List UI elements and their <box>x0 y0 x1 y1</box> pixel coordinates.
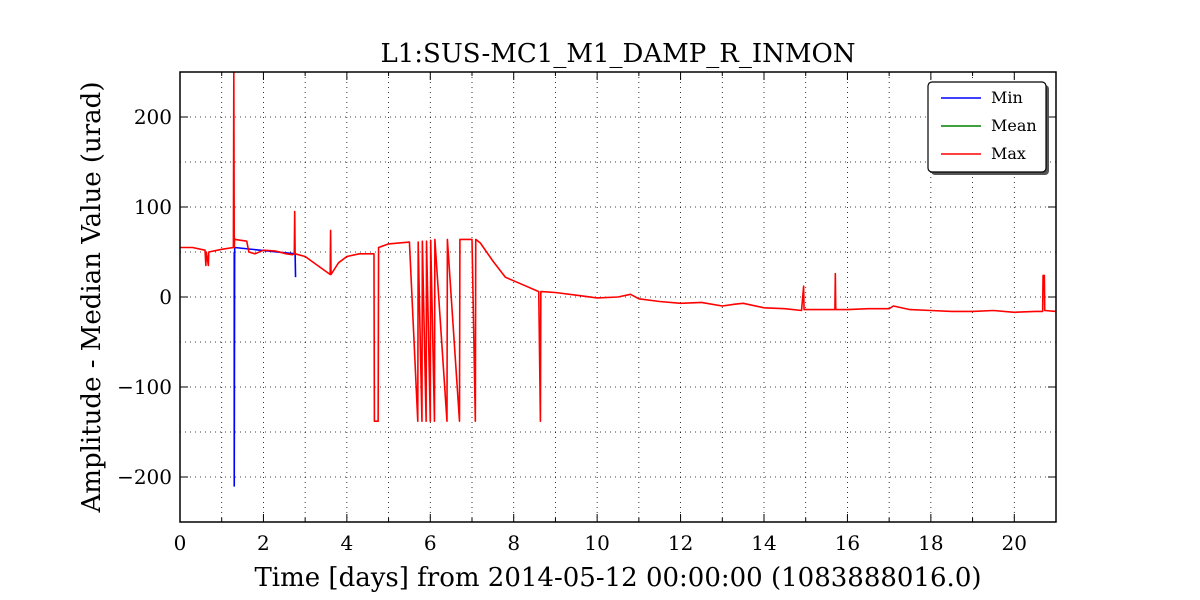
grid <box>180 72 1056 522</box>
x-axis-title: Time [days] from 2014-05-12 00:00:00 (10… <box>254 563 981 593</box>
axis-ticks: 0 2 4 6 8 10 12 14 16 18 20 −200 −100 0 100 200 <box>117 72 1056 555</box>
x-tick-label: 8 <box>507 531 520 555</box>
legend-label-min: Min <box>991 88 1023 107</box>
x-tick-label: 0 <box>174 531 187 555</box>
series-lines <box>180 72 1056 487</box>
x-tick-label: 20 <box>1002 531 1027 555</box>
x-tick-label: 4 <box>340 531 353 555</box>
x-tick-label: 12 <box>668 531 693 555</box>
legend: Min Mean Max <box>927 81 1049 175</box>
y-tick-label: −200 <box>117 465 172 489</box>
x-tick-label: 18 <box>918 531 943 555</box>
x-tick-label: 2 <box>257 531 270 555</box>
y-axis-title: Amplitude - Median Value (urad) <box>77 82 107 514</box>
x-tick-label: 6 <box>424 531 437 555</box>
legend-label-mean: Mean <box>991 116 1037 135</box>
legend-label-max: Max <box>991 144 1026 163</box>
y-tick-label: 0 <box>159 285 172 309</box>
y-tick-label: 100 <box>134 195 172 219</box>
chart-title: L1:SUS-MC1_M1_DAMP_R_INMON <box>380 39 855 69</box>
y-tick-label: 200 <box>134 105 172 129</box>
x-tick-label: 14 <box>751 531 776 555</box>
legend-box <box>927 81 1047 173</box>
x-tick-label: 16 <box>835 531 860 555</box>
series-line-max <box>180 72 1056 422</box>
y-tick-label: −100 <box>117 375 172 399</box>
x-tick-label: 10 <box>584 531 609 555</box>
